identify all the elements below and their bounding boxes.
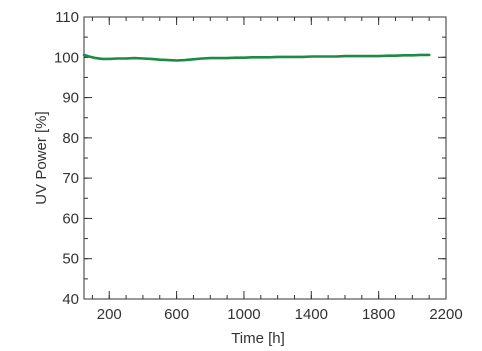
y-tick-label: 90 xyxy=(62,90,79,107)
x-tick-label: 1400 xyxy=(295,306,328,323)
uv-power-series-line xyxy=(82,53,431,62)
y-tick-label: 80 xyxy=(62,130,79,147)
y-tick-label: 100 xyxy=(54,49,79,66)
x-tick-label: 600 xyxy=(164,306,189,323)
axis-ticks xyxy=(84,16,447,300)
y-axis-title: UV Power [%] xyxy=(33,111,50,204)
x-axis-title: Time [h] xyxy=(231,330,285,347)
tick-labels: 200 600 1000 1400 1800 2200 40 50 60 70 80 90 100 110 xyxy=(54,9,463,323)
y-tick-label: 70 xyxy=(62,170,79,187)
x-tick-label: 2200 xyxy=(429,306,462,323)
x-tick-label: 1000 xyxy=(227,306,260,323)
x-tick-label: 1800 xyxy=(362,306,395,323)
y-tick-label: 40 xyxy=(62,291,79,308)
y-tick-label: 50 xyxy=(62,251,79,268)
x-tick-label: 200 xyxy=(97,306,122,323)
y-tick-label: 60 xyxy=(62,210,79,227)
y-tick-label: 110 xyxy=(55,9,79,26)
